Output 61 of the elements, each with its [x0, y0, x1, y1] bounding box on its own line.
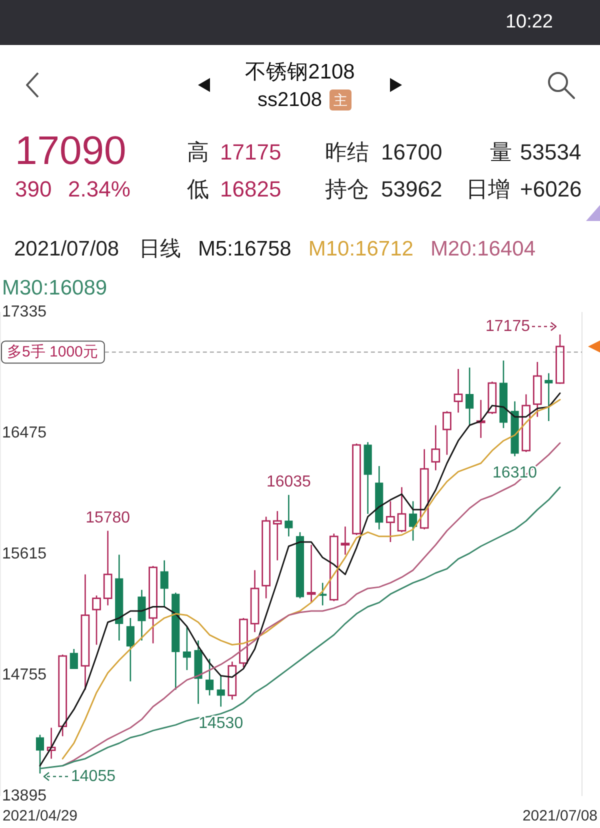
text: 高 [187, 140, 209, 164]
chart-subtitle: ss2108 [258, 89, 322, 111]
text: 53534 [520, 140, 582, 164]
y-tick-label: 17335 [2, 304, 47, 320]
text: M10:16712 [308, 238, 414, 260]
candlestick [160, 560, 168, 608]
candlestick [206, 658, 214, 696]
candlestick [272, 510, 282, 561]
candlestick [532, 361, 542, 418]
candlestick [454, 368, 463, 414]
text: 2.34% [68, 176, 130, 202]
text: 17090 [15, 129, 126, 173]
annotation: 14530 [198, 715, 244, 732]
text: 10:22 [505, 12, 553, 32]
candlestick [80, 574, 90, 690]
candlestick [138, 589, 146, 642]
text: M30:16089 [2, 276, 108, 300]
candlestick [340, 526, 350, 556]
text: 日增 [466, 176, 510, 202]
candlestick [386, 500, 395, 543]
candlestick [103, 530, 112, 606]
text: 17175 [220, 140, 282, 164]
text: 16700 [381, 140, 442, 164]
candlestick [284, 494, 293, 538]
text: +6026 [520, 176, 582, 202]
text: 主 [334, 92, 348, 108]
text: 持仓 [325, 176, 369, 202]
x-tick-label: 2021/07/08 [522, 808, 598, 824]
chart-title: 不锈钢2108 [245, 60, 355, 84]
candlestick [544, 372, 553, 422]
annotation: 17175 [486, 318, 530, 336]
text: M20:16404 [430, 238, 536, 260]
candlestick [250, 570, 260, 633]
candlestick [126, 617, 134, 682]
x-tick-label: 2021/04/29 [2, 808, 78, 824]
text: M5:16758 [198, 238, 292, 260]
text: 16825 [220, 176, 282, 202]
text: 量 [490, 140, 512, 164]
legend-title: 2021/07/08 日线 [14, 238, 181, 260]
candlestick [476, 399, 486, 439]
annotation: 16035 [266, 473, 312, 490]
text: 低 [187, 176, 209, 202]
y-tick-label: 14755 [2, 666, 47, 684]
candlestick [409, 500, 418, 542]
candlestick [466, 366, 474, 426]
annotation: 15780 [86, 509, 130, 526]
annotation: 14055 [71, 768, 116, 785]
candlestick [228, 660, 237, 700]
candlestick [70, 648, 78, 670]
text: 53962 [381, 176, 442, 202]
y-tick-label: 15615 [2, 546, 47, 562]
candlestick [36, 734, 44, 774]
candlestick [216, 675, 225, 708]
y-tick-label: 13895 [2, 788, 47, 804]
y-tick-label: 16475 [2, 424, 47, 442]
candlestick [431, 424, 440, 471]
candlestick [46, 727, 56, 760]
ref-line-label: 多5手 1000元 [7, 344, 98, 361]
text: 昨结 [325, 140, 369, 164]
candlestick [182, 626, 191, 671]
text: 390 [15, 176, 52, 202]
